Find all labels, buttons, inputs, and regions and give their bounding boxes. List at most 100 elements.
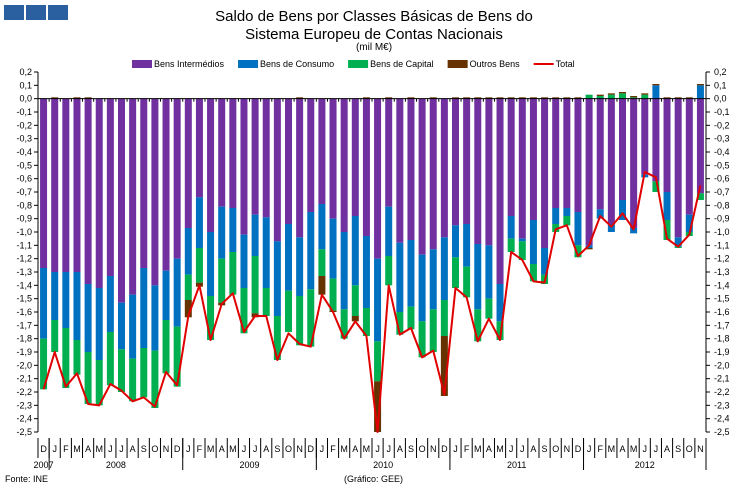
y-tick-label-left: -0,5 <box>16 160 32 170</box>
y-tick-label-left: -1,9 <box>16 347 32 357</box>
bar-bens-intermédios <box>173 98 181 259</box>
x-month-label: A <box>397 444 403 454</box>
bar-bens-de-consumo <box>463 224 471 267</box>
bar-bens-de-consumo <box>418 254 426 322</box>
bar-bens-intermédios <box>184 98 192 229</box>
bar-bens-intermédios <box>106 98 114 277</box>
bar-bens-de-consumo <box>440 237 448 300</box>
bar-bens-intermédios <box>140 98 148 269</box>
x-month-label: D <box>308 444 315 454</box>
legend-label: Bens de Capital <box>370 59 434 69</box>
y-tick-label-right: -0,3 <box>714 134 730 144</box>
x-month-label: J <box>587 444 592 454</box>
bar-bens-intermédios <box>652 98 660 182</box>
x-month-label: O <box>419 444 426 454</box>
legend-swatch-outros-bens <box>447 60 468 68</box>
bar-bens-intermédios <box>674 98 682 238</box>
chart-subtitle: (mil M€) <box>355 42 393 53</box>
bar-bens-intermédios <box>296 98 304 238</box>
bar-bens-intermédios <box>396 98 404 243</box>
legend-swatch-bens-intermédios <box>132 60 152 68</box>
bar-bens-de-consumo <box>240 234 248 288</box>
x-month-label: S <box>141 444 147 454</box>
bar-bens-de-capital <box>106 332 114 386</box>
bar-bens-de-capital <box>162 320 170 374</box>
bar-bens-de-consumo <box>285 224 292 291</box>
bar-bens-de-capital <box>574 245 582 258</box>
bar-bens-de-capital <box>184 274 192 300</box>
bar-outros-bens <box>351 316 359 322</box>
logo-square-3 <box>48 5 68 20</box>
x-year-label: 2012 <box>635 460 655 470</box>
legend-swatch-bens-de-capital <box>348 60 369 68</box>
bar-bens-intermédios <box>151 98 159 286</box>
bar-bens-de-capital <box>619 93 626 99</box>
x-month-label: N <box>430 444 437 454</box>
bar-bens-de-capital <box>362 308 370 336</box>
bar-outros-bens <box>641 93 649 95</box>
y-tick-label-left: -2,4 <box>16 414 32 424</box>
y-tick-label-left: -1,0 <box>16 227 32 237</box>
bar-bens-de-capital <box>485 298 493 319</box>
footer-credit: (Gráfico: GEE) <box>344 474 404 484</box>
y-tick-label-right: 0,0 <box>714 94 727 104</box>
bar-bens-de-consumo <box>318 204 326 250</box>
bar-bens-intermédios <box>307 98 315 212</box>
x-year-label: 2007 <box>34 460 54 470</box>
bar-bens-de-consumo <box>262 217 270 288</box>
bar-bens-de-consumo <box>474 244 482 310</box>
bar-bens-intermédios <box>285 98 292 224</box>
x-month-label: M <box>608 444 616 454</box>
y-tick-label-right: -0,8 <box>714 200 730 210</box>
x-month-label: J <box>654 444 659 454</box>
legend-swatch-bens-de-consumo <box>238 60 259 68</box>
x-month-label: A <box>619 444 625 454</box>
bar-bens-intermédios <box>663 98 671 192</box>
bar-bens-intermédios <box>463 98 471 224</box>
bar-bens-intermédios <box>218 98 226 207</box>
bar-outros-bens <box>429 97 437 99</box>
x-month-label: M <box>229 444 237 454</box>
y-tick-label-right: -2,4 <box>714 414 730 424</box>
bar-outros-bens <box>73 97 81 99</box>
footer-source: Fonte: INE <box>5 474 49 484</box>
bar-bens-de-consumo <box>685 214 693 232</box>
bar-bens-de-capital <box>340 309 348 339</box>
series-line-total <box>42 171 702 433</box>
y-tick-label-right: -1,7 <box>714 320 730 330</box>
y-tick-label-left: -1,6 <box>16 307 32 317</box>
y-tick-label-left: -1,8 <box>16 334 32 344</box>
x-month-label: M <box>363 444 371 454</box>
y-tick-label-left: -2,2 <box>16 387 32 397</box>
y-tick-label-right: -1,1 <box>714 240 730 250</box>
y-tick-label-right: -0,5 <box>714 160 730 170</box>
y-tick-label-right: -0,9 <box>714 214 730 224</box>
bar-bens-de-capital <box>129 358 137 402</box>
y-tick-label-right: -2,0 <box>714 360 730 370</box>
bar-bens-de-capital <box>696 193 704 200</box>
x-month-label: A <box>664 444 670 454</box>
bar-bens-intermédios <box>452 98 459 226</box>
bar-outros-bens <box>685 97 693 99</box>
y-tick-label-left: -0,3 <box>16 134 32 144</box>
x-month-label: N <box>163 444 170 454</box>
bar-bens-de-capital <box>374 341 382 382</box>
bar-bens-de-capital <box>563 216 571 226</box>
bar-outros-bens <box>596 94 604 96</box>
bar-outros-bens <box>518 97 526 99</box>
x-month-label: M <box>630 444 638 454</box>
x-month-label: M <box>496 444 504 454</box>
bar-bens-de-capital <box>62 328 70 388</box>
y-tick-label-right: -2,2 <box>714 387 730 397</box>
bar-bens-de-capital <box>118 349 125 392</box>
bar-bens-de-consumo <box>652 85 660 99</box>
bar-bens-de-capital <box>173 326 181 387</box>
bar-outros-bens <box>452 97 459 99</box>
bar-bens-de-consumo <box>563 208 571 216</box>
bar-bens-intermédios <box>518 98 526 239</box>
bar-bens-de-capital <box>40 338 48 390</box>
bar-bens-intermédios <box>40 98 48 269</box>
bar-bens-de-consumo <box>552 208 560 224</box>
bar-outros-bens <box>607 93 615 95</box>
bar-bens-intermédios <box>641 98 649 175</box>
